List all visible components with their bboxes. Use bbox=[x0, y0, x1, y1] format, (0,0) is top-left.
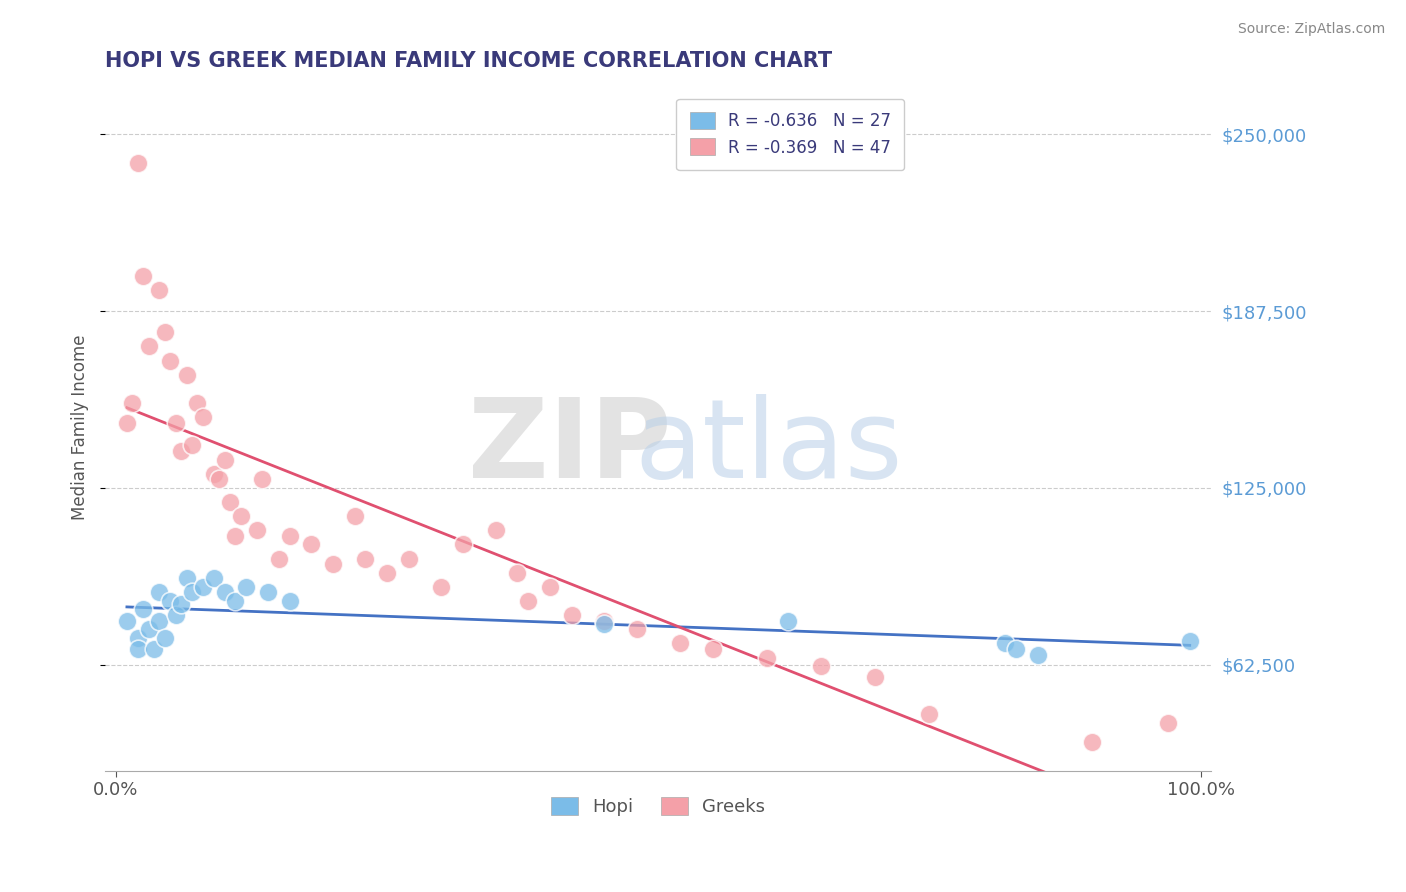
Point bbox=[214, 585, 236, 599]
Point bbox=[132, 602, 155, 616]
Point bbox=[138, 339, 160, 353]
Point bbox=[153, 325, 176, 339]
Point bbox=[1005, 642, 1028, 657]
Point bbox=[159, 594, 181, 608]
Point bbox=[235, 580, 257, 594]
Point bbox=[224, 594, 246, 608]
Point bbox=[202, 467, 225, 481]
Point bbox=[181, 585, 204, 599]
Point bbox=[863, 670, 886, 684]
Point bbox=[375, 566, 398, 580]
Legend: Hopi, Greeks: Hopi, Greeks bbox=[544, 789, 773, 823]
Text: atlas: atlas bbox=[634, 394, 903, 501]
Point bbox=[153, 631, 176, 645]
Point bbox=[398, 551, 420, 566]
Point bbox=[219, 495, 242, 509]
Point bbox=[918, 707, 941, 722]
Text: Source: ZipAtlas.com: Source: ZipAtlas.com bbox=[1237, 22, 1385, 37]
Text: HOPI VS GREEK MEDIAN FAMILY INCOME CORRELATION CHART: HOPI VS GREEK MEDIAN FAMILY INCOME CORRE… bbox=[105, 51, 832, 70]
Point bbox=[1178, 633, 1201, 648]
Point bbox=[267, 551, 290, 566]
Point bbox=[538, 580, 561, 594]
Point bbox=[278, 529, 301, 543]
Point bbox=[170, 597, 193, 611]
Point bbox=[229, 509, 252, 524]
Point bbox=[121, 396, 143, 410]
Point bbox=[138, 622, 160, 636]
Point bbox=[485, 523, 508, 537]
Point bbox=[810, 659, 832, 673]
Point bbox=[165, 608, 187, 623]
Point bbox=[132, 268, 155, 283]
Point bbox=[430, 580, 453, 594]
Point bbox=[755, 650, 778, 665]
Point bbox=[1026, 648, 1049, 662]
Point bbox=[148, 585, 170, 599]
Point bbox=[322, 558, 344, 572]
Point bbox=[143, 642, 166, 657]
Point bbox=[1081, 735, 1104, 749]
Point bbox=[127, 631, 149, 645]
Point bbox=[115, 614, 138, 628]
Point bbox=[202, 571, 225, 585]
Point bbox=[517, 594, 540, 608]
Point bbox=[181, 438, 204, 452]
Point bbox=[208, 472, 231, 486]
Point bbox=[148, 614, 170, 628]
Point bbox=[148, 283, 170, 297]
Point bbox=[451, 537, 474, 551]
Point bbox=[626, 622, 648, 636]
Point bbox=[127, 155, 149, 169]
Point bbox=[354, 551, 377, 566]
Point bbox=[1157, 715, 1180, 730]
Point bbox=[115, 416, 138, 430]
Point bbox=[669, 636, 692, 650]
Point bbox=[257, 585, 280, 599]
Point bbox=[278, 594, 301, 608]
Point bbox=[994, 636, 1017, 650]
Point bbox=[343, 509, 366, 524]
Point bbox=[165, 416, 187, 430]
Point bbox=[170, 444, 193, 458]
Point bbox=[593, 616, 616, 631]
Point bbox=[191, 410, 214, 425]
Point bbox=[246, 523, 269, 537]
Point bbox=[127, 642, 149, 657]
Point bbox=[561, 608, 583, 623]
Point bbox=[593, 614, 616, 628]
Point bbox=[702, 642, 724, 657]
Y-axis label: Median Family Income: Median Family Income bbox=[72, 334, 89, 520]
Point bbox=[186, 396, 208, 410]
Point bbox=[252, 472, 274, 486]
Point bbox=[191, 580, 214, 594]
Point bbox=[778, 614, 800, 628]
Point bbox=[299, 537, 322, 551]
Point bbox=[176, 368, 198, 382]
Point bbox=[176, 571, 198, 585]
Point bbox=[159, 353, 181, 368]
Text: ZIP: ZIP bbox=[468, 394, 672, 501]
Point bbox=[506, 566, 529, 580]
Point bbox=[224, 529, 246, 543]
Point bbox=[214, 452, 236, 467]
